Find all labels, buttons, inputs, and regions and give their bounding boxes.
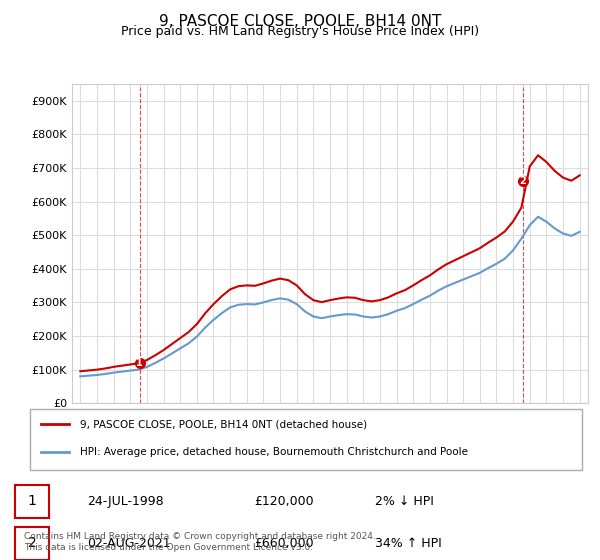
FancyBboxPatch shape (15, 485, 49, 518)
Text: 2: 2 (520, 176, 526, 186)
Text: £660,000: £660,000 (254, 536, 314, 549)
Text: 1: 1 (28, 494, 37, 508)
Text: £120,000: £120,000 (254, 495, 314, 508)
Text: 9, PASCOE CLOSE, POOLE, BH14 0NT: 9, PASCOE CLOSE, POOLE, BH14 0NT (159, 14, 441, 29)
Text: 02-AUG-2021: 02-AUG-2021 (87, 536, 170, 549)
Text: Contains HM Land Registry data © Crown copyright and database right 2024.
This d: Contains HM Land Registry data © Crown c… (24, 532, 376, 552)
Text: 9, PASCOE CLOSE, POOLE, BH14 0NT (detached house): 9, PASCOE CLOSE, POOLE, BH14 0NT (detach… (80, 419, 367, 429)
Text: 2% ↓ HPI: 2% ↓ HPI (375, 495, 434, 508)
Text: 1: 1 (136, 358, 143, 368)
FancyBboxPatch shape (30, 409, 582, 470)
Text: Price paid vs. HM Land Registry's House Price Index (HPI): Price paid vs. HM Land Registry's House … (121, 25, 479, 38)
Text: 34% ↑ HPI: 34% ↑ HPI (375, 536, 442, 549)
Text: 24-JUL-1998: 24-JUL-1998 (87, 495, 164, 508)
Text: HPI: Average price, detached house, Bournemouth Christchurch and Poole: HPI: Average price, detached house, Bour… (80, 447, 467, 457)
FancyBboxPatch shape (15, 526, 49, 559)
Text: 2: 2 (28, 536, 37, 550)
